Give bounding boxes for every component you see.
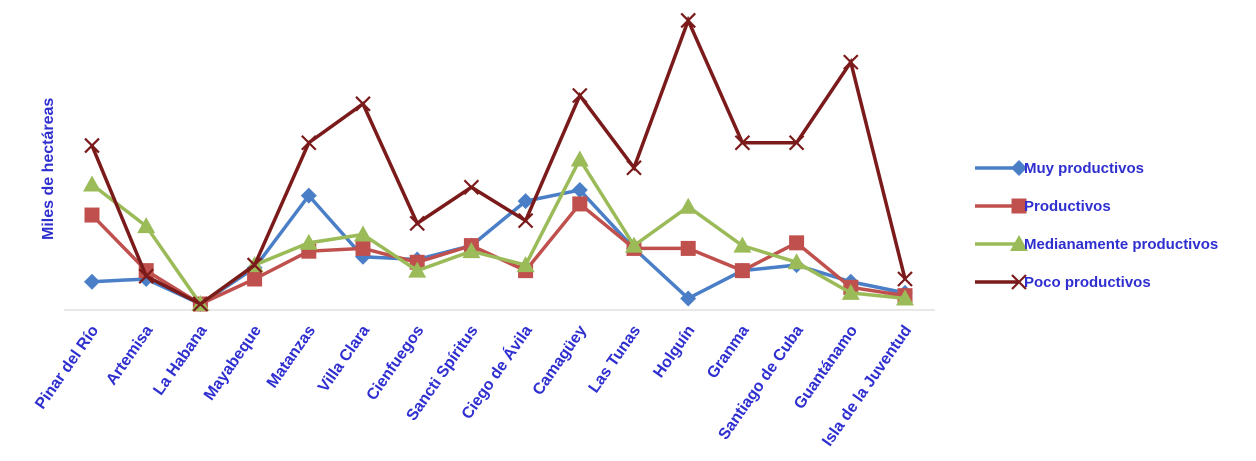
- x-tick-label: Villa Clara: [315, 322, 373, 395]
- data-point: [83, 175, 101, 192]
- x-tick-label: Artemisa: [103, 322, 156, 388]
- data-point: [84, 207, 100, 223]
- data-point: [516, 256, 535, 273]
- data-point: [897, 271, 913, 287]
- data-point: [84, 137, 100, 154]
- x-tick-label: Cienfuegos: [364, 322, 428, 403]
- x-tick-label: Granma: [704, 322, 753, 381]
- legend-label: Muy productivos: [1024, 160, 1144, 177]
- data-point: [247, 271, 263, 287]
- data-point: [843, 54, 859, 70]
- data-point: [299, 233, 318, 250]
- legend-item: Poco productivos: [975, 274, 1151, 291]
- data-point: [570, 150, 589, 167]
- data-point: [300, 187, 317, 204]
- data-point: [463, 179, 480, 196]
- x-tick-label: Las Tunas: [586, 322, 645, 396]
- legend-item: Muy productivos: [975, 160, 1144, 177]
- legend-marker: [1011, 198, 1027, 214]
- data-point: [625, 236, 643, 253]
- data-point: [679, 197, 698, 214]
- data-point: [571, 182, 588, 199]
- data-point: [680, 12, 696, 29]
- data-point: [138, 268, 154, 284]
- data-point: [408, 261, 427, 278]
- data-point: [734, 263, 750, 279]
- plot-area: [64, 12, 935, 312]
- x-tick-label: Pinar del Río: [32, 322, 102, 412]
- legend-item: Productivos: [975, 198, 1111, 215]
- series-line: [90, 201, 906, 306]
- data-point: [462, 242, 481, 259]
- legend-marker: [1011, 160, 1027, 176]
- series-4: [84, 12, 913, 312]
- series-line: [90, 155, 906, 307]
- data-point: [137, 217, 156, 234]
- data-point: [354, 225, 372, 242]
- data-point: [680, 240, 696, 256]
- legend-marker: [1011, 274, 1027, 290]
- data-point: [84, 273, 100, 290]
- series-2: [84, 196, 913, 312]
- data-point: [572, 196, 588, 212]
- legend: Muy productivos Productivos Medianamente p…: [975, 160, 1218, 291]
- legend-label: Medianamente productivos: [1024, 236, 1218, 253]
- data-point: [192, 296, 209, 312]
- x-tick-label: Holguín: [650, 323, 698, 382]
- legend-label: Poco productivos: [1024, 274, 1151, 291]
- x-tick-label: La Habana: [150, 322, 210, 398]
- data-point: [355, 96, 371, 112]
- x-tick-label: Camagüey: [530, 322, 590, 398]
- data-point: [572, 87, 588, 104]
- data-point: [734, 134, 751, 151]
- data-point: [680, 290, 697, 307]
- legend-label: Productivos: [1024, 198, 1111, 215]
- series-3: [83, 150, 914, 311]
- data-point: [517, 193, 534, 210]
- legend-item: Medianamente productivos: [975, 235, 1218, 253]
- y-axis-label: Miles de hectáreas: [40, 98, 57, 240]
- series-line: [90, 15, 907, 307]
- data-point: [301, 134, 317, 151]
- data-point: [355, 240, 371, 256]
- data-point: [246, 257, 263, 273]
- series-line: [91, 188, 906, 306]
- legend-marker: [1010, 235, 1028, 251]
- data-point: [517, 212, 534, 229]
- x-tick-label: Matanzas: [264, 322, 319, 391]
- data-point: [789, 235, 805, 251]
- data-point: [896, 289, 914, 306]
- data-point: [409, 215, 425, 232]
- data-point: [841, 283, 860, 300]
- data-point: [626, 160, 642, 176]
- data-point: [788, 134, 805, 151]
- data-point: [787, 253, 806, 270]
- x-tick-label: Mayabeque: [201, 322, 265, 403]
- data-point: [733, 236, 752, 253]
